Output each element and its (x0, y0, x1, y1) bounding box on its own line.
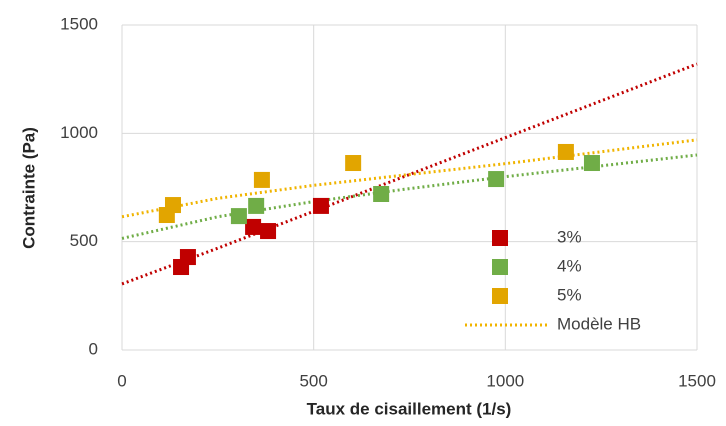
y-tick-label: 1500 (60, 14, 98, 33)
trend-line (121, 153, 698, 240)
x-tick-label: 500 (299, 371, 327, 390)
marker (179, 249, 196, 266)
x-tick-label: 1500 (678, 371, 716, 390)
marker (488, 171, 505, 188)
marker (248, 197, 265, 214)
y-tick-label: 0 (89, 339, 98, 358)
legend-swatch (492, 230, 508, 246)
y-axis-title: Contrainte (Pa) (19, 127, 38, 249)
legend-label: 3% (557, 227, 582, 246)
legend-swatch (492, 259, 508, 275)
marker (230, 208, 247, 225)
marker (345, 155, 362, 172)
legend-label: 5% (557, 285, 582, 304)
marker (583, 155, 600, 172)
marker (245, 218, 262, 235)
marker (557, 143, 574, 160)
marker (253, 171, 270, 188)
legend-label: 4% (557, 256, 582, 275)
y-tick-label: 1000 (60, 123, 98, 142)
marker (164, 197, 181, 214)
x-tick-label: 1000 (486, 371, 524, 390)
legend-label: Modèle HB (557, 314, 641, 333)
marker (312, 197, 329, 214)
trend-line (121, 138, 698, 219)
y-tick-label: 500 (70, 231, 98, 250)
marker (373, 186, 390, 202)
x-axis-title: Taux de cisaillement (1/s) (307, 399, 512, 418)
marker (260, 223, 277, 240)
x-tick-label: 0 (117, 371, 126, 390)
legend-swatch (492, 288, 508, 304)
